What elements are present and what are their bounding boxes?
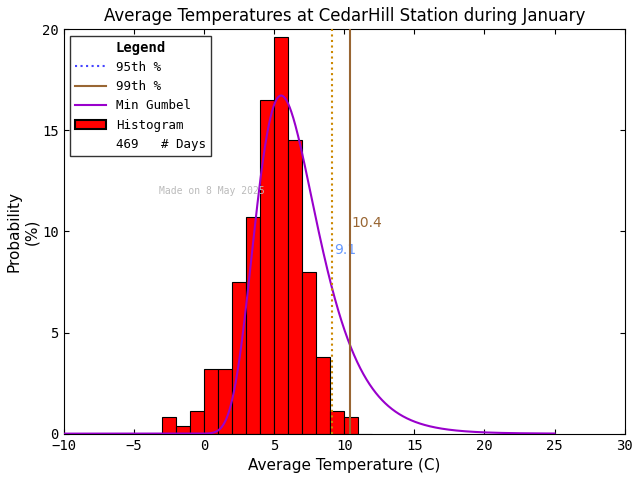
Bar bbox=[288, 141, 302, 433]
Bar bbox=[176, 426, 190, 433]
Bar bbox=[246, 217, 260, 433]
Legend: 95th %, 99th %, Min Gumbel, Histogram, 469   # Days: 95th %, 99th %, Min Gumbel, Histogram, 4… bbox=[70, 36, 211, 156]
Bar bbox=[204, 369, 218, 433]
Bar bbox=[316, 357, 330, 433]
X-axis label: Average Temperature (C): Average Temperature (C) bbox=[248, 458, 440, 473]
Bar bbox=[260, 100, 274, 433]
Bar bbox=[162, 418, 176, 433]
Title: Average Temperatures at CedarHill Station during January: Average Temperatures at CedarHill Statio… bbox=[104, 7, 585, 25]
Bar bbox=[302, 272, 316, 433]
Text: Made on 8 May 2025: Made on 8 May 2025 bbox=[159, 186, 265, 196]
Bar bbox=[232, 282, 246, 433]
Text: 10.4: 10.4 bbox=[352, 216, 383, 230]
Y-axis label: Probability
(%): Probability (%) bbox=[7, 191, 39, 272]
Bar bbox=[274, 37, 288, 433]
Bar bbox=[190, 411, 204, 433]
Bar bbox=[344, 418, 358, 433]
Bar bbox=[218, 369, 232, 433]
Text: 9.1: 9.1 bbox=[333, 243, 356, 257]
Bar bbox=[330, 411, 344, 433]
